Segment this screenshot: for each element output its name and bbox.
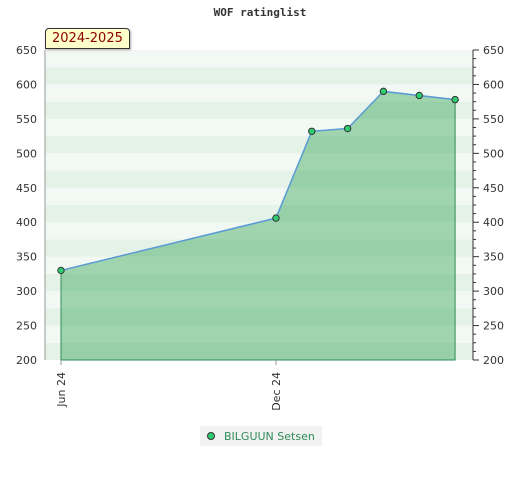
y-tick-label-right: 400	[483, 216, 504, 229]
x-tick-label: Jun 24	[55, 372, 68, 408]
y-axis-right: 200 250 300 350 400 450 500 550 600 650	[472, 44, 504, 367]
y-tick-label-left: 500	[16, 147, 37, 160]
background-band	[45, 84, 473, 102]
background-band	[45, 205, 473, 223]
background-band	[45, 308, 473, 326]
x-axis: Jun 24 Dec 24	[55, 360, 283, 411]
background-band	[45, 187, 473, 205]
y-tick-label-right: 300	[483, 285, 504, 298]
data-points	[57, 87, 459, 275]
background-band	[45, 239, 473, 257]
y-tick-label-left: 400	[16, 216, 37, 229]
y-tick-label-right: 500	[483, 147, 504, 160]
background-bands	[45, 50, 473, 360]
y-tick-label-right: 450	[483, 182, 504, 195]
y-tick-label-left: 350	[16, 251, 37, 264]
y-tick-label-right: 550	[483, 113, 504, 126]
background-band	[45, 67, 473, 85]
background-band	[45, 170, 473, 188]
y-tick-label-right: 200	[483, 354, 504, 367]
y-tick-label-right: 350	[483, 251, 504, 264]
chart-title: WOF ratinglist	[213, 6, 307, 19]
y-tick-label-left: 600	[16, 78, 37, 91]
legend[interactable]: BILGUUN Setsen	[200, 426, 322, 446]
background-band	[45, 273, 473, 292]
data-point	[272, 214, 280, 222]
y-tick-label-left: 650	[16, 44, 37, 57]
y-tick-label-left: 450	[16, 182, 37, 195]
legend-label: BILGUUN Setsen	[224, 430, 315, 443]
background-band	[45, 118, 473, 137]
legend-marker-icon	[207, 432, 215, 440]
y-axis-left: 200 250 300 350 400 450 500 550 600 650	[16, 44, 46, 367]
background-band	[45, 50, 473, 68]
data-point	[57, 266, 65, 275]
data-point	[379, 87, 388, 96]
y-tick-label-right: 250	[483, 320, 504, 333]
data-point	[343, 124, 352, 133]
y-tick-label-left: 550	[16, 113, 37, 126]
background-band	[45, 325, 473, 343]
y-tick-label-left: 200	[16, 354, 37, 367]
background-band	[45, 136, 473, 154]
background-band	[45, 153, 473, 171]
season-badge: 2024-2025	[45, 28, 130, 49]
y-tick-label-left: 250	[16, 320, 37, 333]
x-tick-label: Dec 24	[270, 372, 283, 411]
background-band	[45, 256, 473, 274]
background-band	[45, 291, 473, 309]
background-band	[45, 222, 473, 240]
background-band	[45, 342, 473, 360]
y-tick-label-right: 600	[483, 78, 504, 91]
data-point	[415, 91, 423, 100]
y-tick-label-right: 650	[483, 44, 504, 57]
y-tick-label-left: 300	[16, 285, 37, 298]
data-point	[451, 95, 459, 104]
data-point	[308, 127, 316, 135]
background-band	[45, 101, 473, 119]
